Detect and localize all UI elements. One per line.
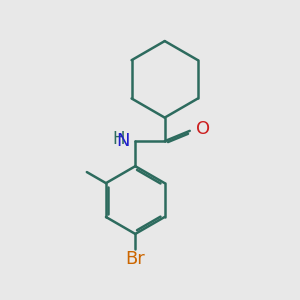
Text: N: N xyxy=(116,132,130,150)
Text: O: O xyxy=(196,120,210,138)
Text: Br: Br xyxy=(125,250,145,268)
Text: H: H xyxy=(113,130,125,148)
